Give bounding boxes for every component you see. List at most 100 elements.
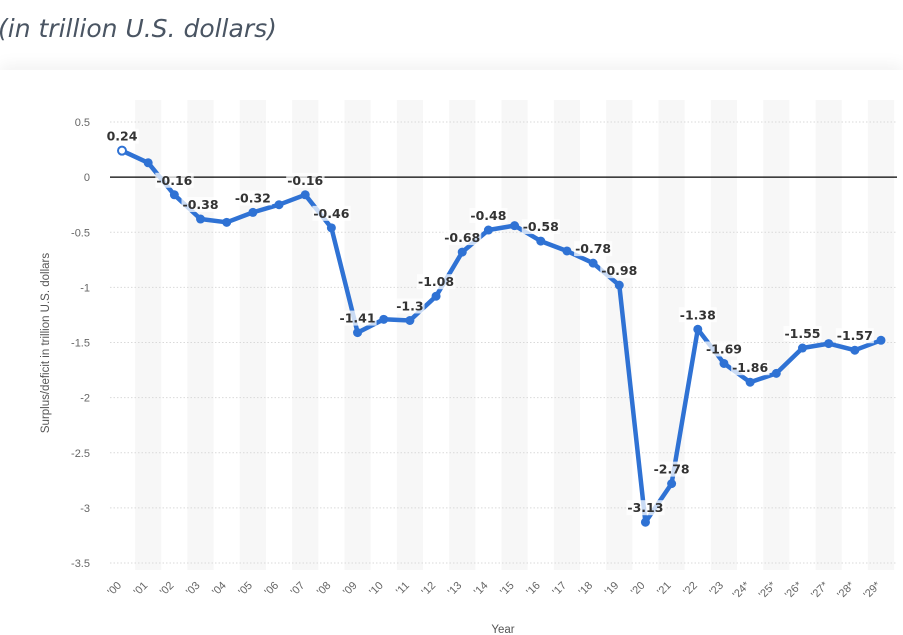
y-tick-label: -2	[80, 393, 90, 405]
x-tick-label: '05	[236, 580, 255, 599]
data-label: 0.24	[107, 129, 138, 144]
data-label: -3.13	[627, 500, 663, 515]
data-label: -0.32	[235, 190, 271, 205]
x-tick-label: '29*	[861, 579, 883, 601]
data-label: -0.38	[183, 197, 219, 212]
data-point[interactable]	[169, 190, 179, 200]
y-tick-label: -1.5	[71, 338, 90, 350]
data-point[interactable]	[248, 207, 258, 217]
data-point[interactable]	[196, 214, 206, 224]
data-point[interactable]	[536, 236, 546, 246]
x-tick-label: '12	[420, 580, 439, 599]
data-label: -1.38	[680, 307, 716, 322]
data-label-halo	[626, 500, 665, 516]
data-label: -1.55	[784, 326, 820, 341]
x-tick-label: '20	[629, 580, 648, 599]
x-tick-label: '26*	[783, 579, 805, 601]
column-band	[553, 100, 581, 570]
data-point[interactable]	[667, 479, 677, 489]
data-point[interactable]	[850, 345, 860, 355]
data-point[interactable]	[300, 190, 310, 200]
data-point[interactable]	[117, 145, 127, 156]
y-tick-label: -3	[80, 503, 90, 515]
data-point[interactable]	[771, 368, 781, 378]
data-label-halo	[155, 172, 194, 188]
data-point[interactable]	[614, 280, 624, 290]
column-band	[606, 100, 633, 570]
data-label-halo	[105, 128, 139, 144]
column-band	[396, 100, 423, 570]
data-label: -1.41	[340, 311, 376, 326]
chart-subtitle: (in trillion U.S. dollars)	[0, 14, 277, 43]
x-axis-title: Year	[491, 624, 514, 635]
data-label-halo	[338, 310, 377, 326]
data-label: -1.08	[418, 274, 454, 289]
x-tick-label: '17	[550, 580, 569, 599]
data-label-halo	[417, 274, 456, 290]
data-label: -1.69	[706, 341, 742, 356]
data-point[interactable]	[640, 517, 650, 527]
x-tick-label: '18	[577, 580, 596, 599]
x-tick-label: '11	[394, 580, 412, 598]
column-band	[501, 100, 528, 570]
data-point[interactable]	[353, 328, 363, 338]
x-tick-label: '03	[184, 580, 203, 599]
data-point[interactable]	[824, 339, 834, 349]
data-label: -2.78	[654, 462, 690, 477]
x-tick-label: '25*	[757, 579, 779, 601]
data-point[interactable]	[274, 200, 284, 210]
data-point[interactable]	[326, 223, 336, 233]
column-band	[239, 100, 266, 570]
data-label-halo	[521, 219, 560, 235]
data-label: -1.3	[396, 298, 423, 313]
data-point[interactable]	[143, 158, 153, 168]
x-tick-label: '21	[655, 580, 674, 599]
data-label-halo	[731, 360, 770, 376]
data-point[interactable]	[431, 291, 441, 301]
data-point[interactable]	[483, 225, 493, 235]
y-tick-label: 0.5	[75, 117, 90, 129]
x-tick-label: '00	[105, 580, 124, 599]
data-label-halo	[652, 461, 691, 477]
data-label-halo	[835, 328, 874, 344]
y-axis-title: Surplus/deficit in trillion U.S. dollars	[40, 253, 52, 433]
data-point[interactable]	[457, 247, 467, 257]
data-point[interactable]	[588, 258, 598, 268]
x-tick-label: '02	[158, 580, 177, 599]
data-point[interactable]	[797, 343, 807, 353]
data-label: -0.16	[287, 173, 323, 188]
data-point[interactable]	[745, 377, 755, 387]
data-point[interactable]	[405, 315, 415, 325]
gridlines	[110, 121, 897, 564]
column-bands	[135, 100, 895, 570]
data-label-halo	[678, 307, 717, 323]
x-axis-ticks: '00 '01 '02 '03 '04 '05 '06 '07 '08 '09 '10 '11 '12 '…	[105, 579, 883, 601]
data-label-halo	[395, 298, 425, 314]
data-point[interactable]	[562, 246, 572, 256]
data-point[interactable]	[693, 324, 703, 334]
data-point[interactable]	[379, 314, 389, 324]
data-point[interactable]	[719, 358, 729, 368]
x-tick-label: '28*	[835, 579, 857, 601]
x-tick-label: '10	[367, 580, 386, 599]
data-label: -0.78	[575, 241, 611, 256]
data-labels: 0.24 -0.16 -0.38 -0.32 -0.16 -0.46 -1.41 -1.3 -1…	[105, 128, 874, 516]
data-label-halo	[574, 241, 613, 257]
data-point[interactable]	[222, 217, 232, 227]
x-tick-label: '27*	[809, 579, 831, 601]
data-point[interactable]	[510, 221, 520, 231]
data-label-halo	[704, 341, 743, 357]
series-line	[119, 148, 884, 525]
data-points	[117, 145, 886, 527]
column-band	[187, 100, 214, 570]
x-tick-label: '13	[446, 580, 465, 599]
x-tick-label: '23	[707, 580, 726, 599]
x-tick-label: '19	[603, 580, 622, 599]
y-tick-label: -0.5	[71, 227, 90, 239]
x-tick-label: '07	[289, 580, 308, 599]
data-label: -0.58	[523, 219, 559, 234]
data-point[interactable]	[876, 335, 886, 345]
data-label: -1.57	[837, 328, 873, 343]
x-tick-label: '16	[524, 580, 543, 599]
x-tick-label: '22	[681, 580, 700, 599]
